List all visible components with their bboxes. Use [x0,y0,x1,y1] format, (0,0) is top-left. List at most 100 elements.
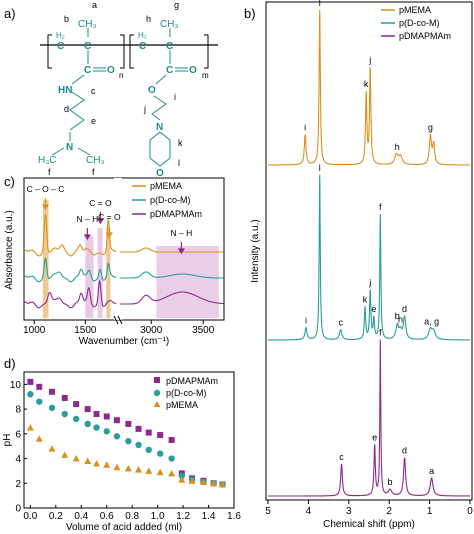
ph-point-pdmapmam [84,406,91,413]
ph-point-pdcom [36,398,43,405]
nmr-frame [265,1,473,501]
ph-point-pmema [72,455,80,462]
nmr-peak-label: g [428,122,433,132]
panel-c: c) C – O – CN – HC = OC = ON – H 1000 150… [4,174,225,347]
nmr-ylabel: Intensity (a.u.) [250,219,261,282]
ph-xtick-label: 0.6 [100,511,114,522]
nmr-legend: pMEMA p(D-co-M) pDMAPMAm [381,5,451,41]
letter-k: k [178,138,183,148]
nmr-peak-label: i [305,316,307,326]
ftir-band-co-amide [97,228,103,318]
left-c-quat: C [84,41,91,52]
ph-legend-marker-pdmapmam [154,377,160,383]
right-ch3: CH₃ [160,19,179,30]
nmr-peak-label: j [368,278,371,288]
nmr-peak-label: h [395,142,400,152]
nmr-spectrum-pDcoM [268,174,470,341]
nmr-xtick-label: 1 [427,506,433,517]
ph-point-pdcom [156,450,164,457]
ph-frame [23,371,235,509]
nmr-peak-label: k [364,79,369,89]
ftir-xlabel: Wavenumber (cm⁻¹) [79,336,169,347]
panel-b-label: b) [244,6,256,21]
nmr-legend-pdcom: p(D-co-M) [399,18,440,28]
ph-point-pdmapmam [73,401,80,408]
ftir-x-axis: 1000 1500 3000 3500 [23,320,215,336]
ph-point-pdcom [93,424,100,431]
nmr-spectrum-pMEMA [268,9,470,166]
letter-i: i [174,92,176,102]
ph-point-pdcom [84,420,91,428]
ph-point-pdcom [103,428,110,435]
ph-xtick-label: 1.4 [202,511,216,522]
left-c-ch2: C [57,41,64,52]
nmr-peak-label: b [388,477,393,487]
ph-point-pdcom [72,415,80,423]
left-o: O [107,65,115,76]
right-c-ch2: C [139,41,146,52]
ftir-band-label: C – O – C [27,184,65,194]
ph-axes: 0.0 0.2 0.4 0.6 0.8 1.0 1.2 1.4 1.6 0 2 4 6 8 10 [10,380,242,522]
left-subscript: n [119,71,123,80]
right-ester-o: O [148,85,156,96]
ph-point-pmema [48,445,56,452]
ph-xlabel: Volume of acid added (ml) [66,522,182,533]
nmr-xtick-label: 0 [467,506,473,517]
ftir-legend-pdcom: p(D-co-M) [150,195,191,205]
ph-ytick-label: 8 [15,405,21,416]
ftir-band-nh [85,236,94,318]
ph-point-pdcom [27,391,34,398]
ph-point-pdcom [168,455,175,462]
nmr-xlabel: Chemical shift (ppm) [323,519,415,530]
ph-point-pdcom [61,410,68,418]
right-c-carbonyl: C [166,65,173,76]
nmr-peak-label: e [371,304,376,314]
ph-point-pmema [113,463,121,471]
nmr-peak-label: b [395,311,400,321]
ph-point-pmema [124,464,132,472]
nmr-legend-pmema: pMEMA [399,5,431,15]
ph-point-pdmapmam [49,388,55,395]
nmr-spectrum-pDMAPMAm [268,339,470,497]
nmr-peak-label: f [379,202,382,212]
ftir-arrow-icon [105,226,113,239]
ph-point-pdcom [135,441,142,449]
ftir-band-label: N – H [77,214,99,224]
right-c-quat: C [166,41,173,52]
ph-point-pdcom [145,446,152,454]
ph-ytick-label: 4 [15,454,21,465]
ph-xtick-label: 1.6 [227,511,241,522]
panel-a-label: a) [4,6,16,21]
ftir-spectrum-pDcoM-right [120,271,224,279]
ph-point-pmema [219,481,227,488]
ph-point-pmema [135,466,143,473]
left-n: N [66,142,73,153]
ftir-legend-pmema: pMEMA [150,181,182,191]
ph-ylabel: pH [2,434,13,447]
left-nh: HN [58,85,72,96]
nmr-xtick-label: 4 [306,506,312,517]
ph-xtick-label: 1.2 [176,511,190,522]
ph-point-pdmapmam [93,411,100,418]
nmr-peak-label: d [402,446,407,456]
letter-c: c [91,86,96,96]
ftir-band-label: N – H [170,228,192,238]
letter-b: b [64,14,69,24]
letter-h: h [146,14,151,24]
panel-d: d) 0.0 0.2 0.4 0.6 0.8 1.0 1.2 1.4 1.6 0 2 4 6 8 10 pH… [2,356,241,533]
nmr-xtick-label: 3 [346,506,352,517]
ph-legend-marker-pmema [153,401,161,407]
ph-point-pmema [26,424,34,431]
panel-c-label: c) [4,174,15,189]
ph-point-pdmapmam [145,429,152,436]
letter-d: d [64,104,69,114]
ph-ytick-label: 10 [10,380,22,391]
ftir-spectrum-pDMAPMAm-right [120,291,224,305]
ftir-band-label: C = O [89,198,112,208]
right-subscript: m [202,71,209,80]
nmr-peak-label: e [372,432,377,442]
ph-point-pdcom [178,472,186,480]
ftir-spectra [23,214,224,309]
nmr-peak-label: l [319,0,321,8]
